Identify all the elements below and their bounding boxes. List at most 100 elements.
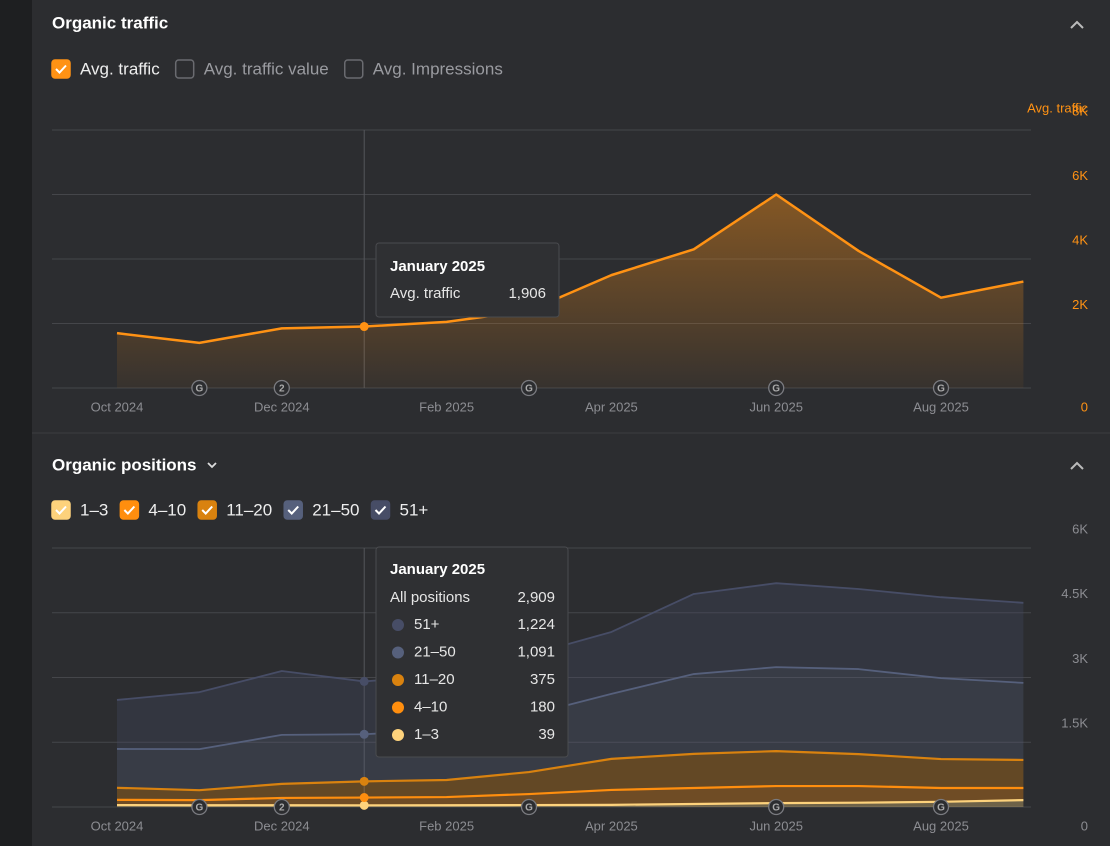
checkbox-label[interactable]: 51+ [400, 500, 429, 519]
event-marker[interactable] [768, 379, 785, 397]
section-title: Organic traffic [52, 13, 168, 32]
hover-dot [359, 729, 369, 739]
y-tick-label: 8K [1072, 103, 1088, 118]
event-marker[interactable] [932, 379, 950, 397]
x-tick-label: Aug 2025 [913, 818, 969, 833]
tooltip-value: 1,091 [517, 643, 555, 660]
checkbox[interactable] [119, 500, 140, 520]
event-marker[interactable] [932, 798, 950, 816]
event-marker-label: 2 [279, 384, 285, 395]
x-tick-label: Jun 2025 [749, 399, 803, 414]
x-tick-label: Oct 2024 [91, 818, 144, 833]
collapse-button[interactable] [1070, 461, 1084, 470]
event-marker[interactable] [191, 798, 208, 816]
tooltip-swatch [392, 701, 404, 714]
y-tick-label: 6K [1072, 168, 1088, 183]
tooltip-label: Avg. traffic [390, 285, 461, 302]
hover-dot [359, 776, 369, 786]
checkbox-label[interactable]: 11–20 [226, 500, 272, 519]
line [116, 582, 1024, 701]
tooltip-value: 180 [530, 698, 555, 715]
event-marker[interactable] [768, 798, 785, 816]
tooltip-label: 21–50 [414, 643, 456, 660]
area-fill [117, 751, 1024, 801]
checkbox-label[interactable]: Avg. traffic value [204, 59, 329, 78]
event-marker-label: G [772, 384, 780, 395]
y-tick-label: 0 [1081, 818, 1088, 833]
y-tick-label: 4.5K [1061, 586, 1088, 601]
tooltip-swatch [392, 619, 404, 631]
tooltip-title: January 2025 [390, 258, 485, 275]
checkmark [374, 505, 387, 515]
checkmark [201, 505, 213, 515]
event-marker[interactable] [191, 379, 208, 397]
event-marker-label: G [937, 384, 945, 395]
event-marker-label: 2 [279, 803, 285, 814]
checkbox[interactable] [370, 500, 391, 520]
tooltip-value: 39 [538, 726, 555, 743]
event-marker-label: G [525, 384, 533, 395]
checkbox[interactable] [174, 59, 195, 79]
event-marker[interactable] [273, 379, 290, 397]
x-tick-label: Feb 2025 [419, 399, 474, 414]
x-tick-label: Dec 2024 [254, 818, 310, 833]
y-tick-label: 3K [1072, 651, 1088, 666]
tooltip-value: 1,906 [508, 285, 546, 302]
checkbox-label[interactable]: Avg. traffic [80, 59, 160, 78]
line [116, 193, 1024, 345]
dropdown-icon[interactable] [207, 462, 217, 469]
x-tick-label: Feb 2025 [419, 818, 474, 833]
checkbox-label[interactable]: 1–3 [80, 500, 108, 519]
checkbox[interactable] [344, 59, 364, 79]
tooltip [375, 242, 560, 318]
area-fill [117, 194, 1024, 388]
area-fill [117, 800, 1024, 807]
tooltip-label: 4–10 [414, 698, 447, 715]
tooltip-swatch [392, 674, 404, 686]
hover-dot [359, 800, 369, 810]
event-marker-label: G [772, 803, 780, 814]
checkbox[interactable] [283, 500, 303, 520]
x-tick-label: Oct 2024 [91, 399, 144, 414]
checkbox-label[interactable]: Avg. Impressions [373, 59, 503, 78]
checkmark [123, 505, 136, 515]
x-tick-label: Apr 2025 [585, 399, 638, 414]
checkbox[interactable] [51, 59, 71, 79]
checkbox[interactable] [51, 500, 71, 520]
event-marker-label: G [525, 803, 533, 814]
hover-dot [359, 676, 369, 686]
sidebar [0, 0, 32, 846]
checkbox-label[interactable]: 21–50 [312, 500, 359, 519]
tooltip-label: 1–3 [414, 726, 439, 743]
x-tick-label: Jun 2025 [749, 818, 803, 833]
tooltip-value: 2,909 [517, 589, 555, 606]
checkbox[interactable] [197, 500, 217, 520]
x-tick-label: Aug 2025 [913, 399, 969, 414]
y-tick-label: 6K [1072, 521, 1088, 536]
event-marker[interactable] [273, 798, 290, 816]
checkmark [55, 505, 67, 515]
hover-dot [359, 322, 369, 332]
y-tick-label: 2K [1072, 297, 1088, 312]
event-marker[interactable] [520, 379, 538, 397]
y-tick-label: 1.5K [1061, 716, 1088, 731]
event-marker[interactable] [520, 798, 538, 816]
area-fill [117, 786, 1024, 806]
x-tick-label: Apr 2025 [585, 818, 638, 833]
checkbox-label[interactable]: 4–10 [148, 500, 186, 519]
tooltip-swatch [392, 646, 404, 659]
area-fill [117, 667, 1024, 791]
collapse-button[interactable] [1070, 20, 1084, 29]
event-marker-label: G [196, 803, 204, 814]
hover-dot [359, 793, 369, 803]
tooltip-swatch [392, 729, 404, 741]
checkmark [55, 64, 67, 74]
tooltip-value: 1,224 [517, 616, 555, 633]
event-marker-label: G [196, 384, 204, 395]
line [116, 666, 1024, 751]
y-tick-label: 0 [1081, 399, 1088, 414]
tooltip [375, 546, 569, 758]
axis-title: Avg. traffic [1027, 100, 1088, 115]
line [116, 798, 1024, 807]
